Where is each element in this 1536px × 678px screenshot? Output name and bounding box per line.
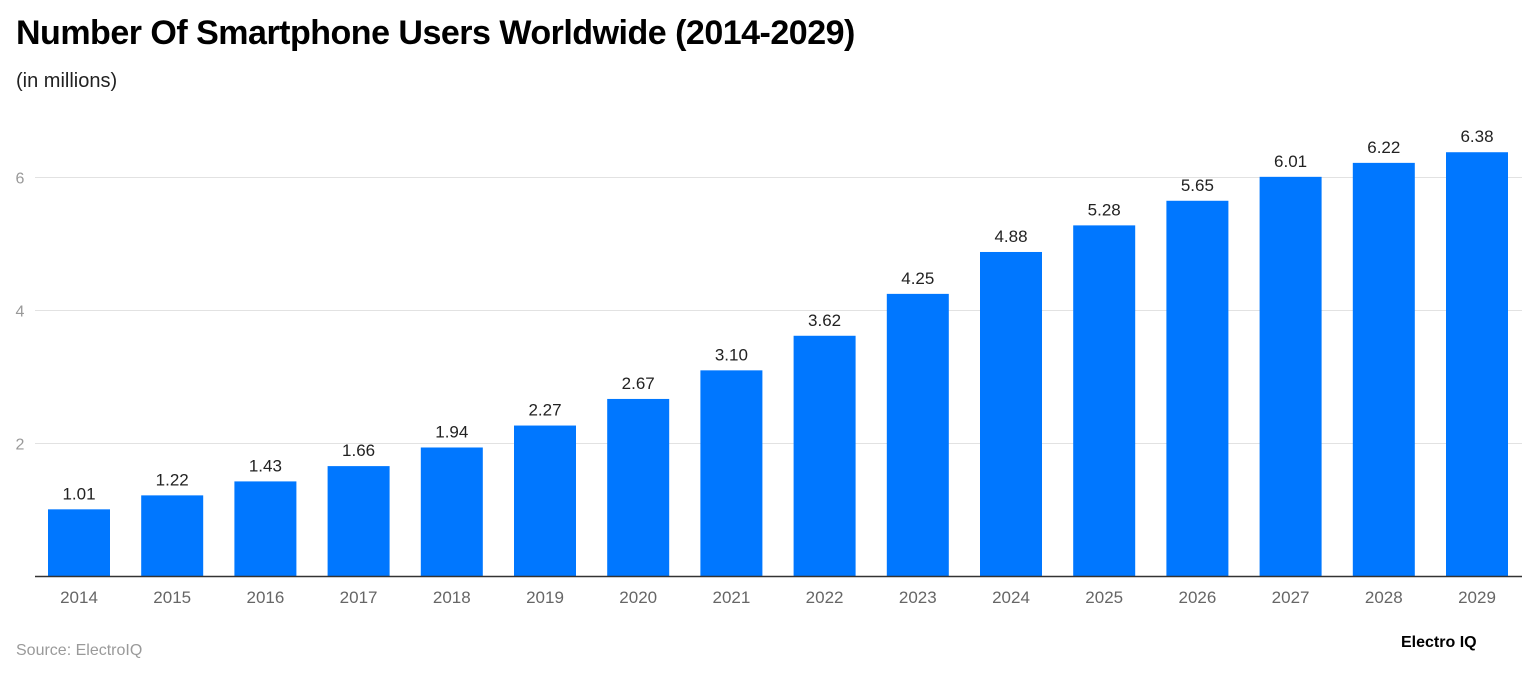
bar <box>1446 152 1508 577</box>
x-tick-label: 2020 <box>619 588 657 607</box>
x-tick-label: 2017 <box>340 588 378 607</box>
x-tick-label: 2015 <box>153 588 191 607</box>
bar <box>1259 176 1322 577</box>
data-label: 6.22 <box>1367 138 1400 157</box>
x-tick-label: 2024 <box>992 588 1030 607</box>
bar <box>793 335 856 577</box>
x-tick-label: 2023 <box>899 588 937 607</box>
data-label: 2.67 <box>622 374 655 393</box>
y-tick-label: 6 <box>16 171 25 188</box>
x-tick-label: 2021 <box>712 588 750 607</box>
x-tick-label: 2028 <box>1365 588 1403 607</box>
x-tick-label: 2018 <box>433 588 471 607</box>
bar <box>607 398 670 577</box>
y-tick-label: 2 <box>16 437 25 454</box>
bar <box>886 293 949 577</box>
bar-chart: 2 4 6 1.01 2014 1.22 2015 1.43 2016 1.66 2017 1.94 2… <box>16 127 1522 607</box>
electroiq-logo: Electro IQ <box>1401 634 1477 651</box>
data-label: 5.65 <box>1181 176 1214 195</box>
y-tick-label: 4 <box>16 304 25 321</box>
bar <box>700 370 763 577</box>
bar <box>141 495 204 577</box>
chart-subtitle: (in millions) <box>16 70 118 92</box>
bar <box>327 466 390 577</box>
x-tick-label: 2027 <box>1272 588 1310 607</box>
chart-title: Number Of Smartphone Users Worldwide (20… <box>16 14 855 52</box>
bar <box>514 425 576 577</box>
bar <box>420 447 483 577</box>
data-label: 5.28 <box>1088 200 1121 219</box>
data-label: 2.27 <box>528 401 561 420</box>
data-label: 1.43 <box>249 456 282 475</box>
data-label: 6.38 <box>1460 127 1493 146</box>
data-label: 1.66 <box>342 441 375 460</box>
bar <box>48 509 110 577</box>
data-label: 4.25 <box>901 269 934 288</box>
data-label: 1.94 <box>435 422 468 441</box>
x-tick-label: 2025 <box>1085 588 1123 607</box>
x-tick-label: 2019 <box>526 588 564 607</box>
data-label: 6.01 <box>1274 152 1307 171</box>
data-label: 3.62 <box>808 311 841 330</box>
x-tick-label: 2014 <box>60 588 98 607</box>
data-label: 1.01 <box>62 484 95 503</box>
bar <box>1166 200 1229 577</box>
bar <box>1352 162 1415 577</box>
bar <box>980 251 1042 577</box>
bar <box>1073 225 1136 577</box>
data-label: 4.88 <box>994 227 1027 246</box>
data-label: 1.22 <box>156 470 189 489</box>
x-tick-label: 2029 <box>1458 588 1496 607</box>
x-tick-label: 2016 <box>246 588 284 607</box>
x-tick-label: 2026 <box>1178 588 1216 607</box>
source-note: Source: ElectroIQ <box>16 642 143 659</box>
data-label: 3.10 <box>715 345 748 364</box>
x-tick-label: 2022 <box>806 588 844 607</box>
bar <box>234 481 297 577</box>
